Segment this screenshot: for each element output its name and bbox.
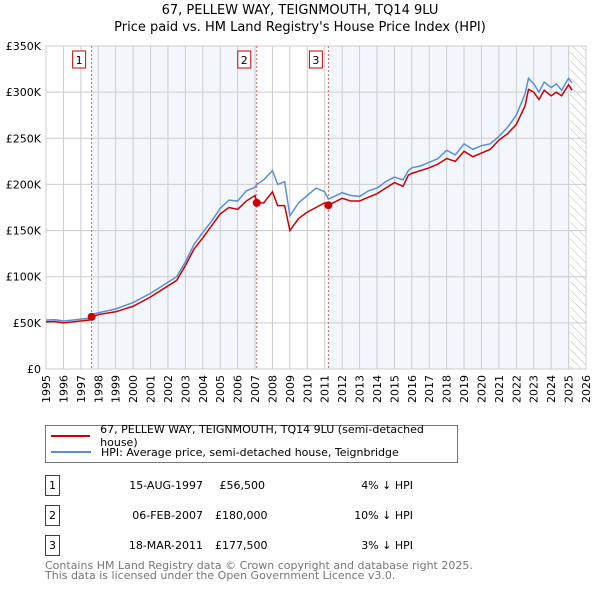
transaction-marker: 2 [45,505,60,526]
footer-note: Contains HM Land Registry data © Crown c… [45,559,473,582]
sale-marker-label: 2 [241,54,248,67]
x-tick-label: 2000 [127,375,140,403]
transaction-marker: 3 [45,535,60,556]
sale-marker-box [237,50,252,69]
sale-marker-box [72,50,87,69]
x-tick-label: 2001 [145,375,158,403]
transaction-hpi: 10% ↓ HPI [354,509,413,522]
x-tick-label: 2012 [336,375,349,403]
x-tick-label: 1996 [57,375,70,403]
transaction-marker: 1 [45,475,60,496]
plot-area: 1995 1996 1997 1998 1999 2000 2001 2002 2003 2004… [6,40,593,403]
legend-label: HPI: Average price, semi-detached house,… [101,445,399,459]
x-tick-label: 1998 [92,375,105,403]
x-tick-label: 2022 [510,375,523,403]
x-tick-label: 2015 [388,375,401,403]
x-tick-label: 2017 [423,375,436,403]
y-tick-label: £50K [13,317,42,330]
transaction-price: £180,000 [215,509,268,522]
legend-item-hpi: HPI: Average price, semi-detached house,… [51,444,399,460]
x-tick-label: 2014 [371,375,384,403]
y-tick-label: £250K [6,132,42,145]
x-tick-label: 1999 [110,375,123,403]
x-tick-label: 2024 [545,375,558,403]
subtitle-line: Price paid vs. HM Land Registry's House … [114,20,486,35]
x-tick-label: 2005 [214,375,227,403]
x-tick-label: 2021 [493,375,506,403]
x-tick-label: 2002 [162,375,175,403]
x-tick-label: 2013 [354,375,367,403]
transaction-date: 18-MAR-2011 [128,539,203,552]
y-tick-label: £0 [27,363,41,376]
sale-marker-label: 3 [312,54,319,67]
chart-title: 67, PELLEW WAY, TEIGNMOUTH, TQ14 9LU Pri… [0,2,600,36]
y-tick-label: £300K [6,86,42,99]
x-tick-label: 2020 [475,375,488,403]
sale-point [324,201,333,210]
x-tick-label: 2019 [458,375,471,403]
legend-swatch-red [51,435,91,437]
sale-marker-box [308,50,323,69]
x-tick-label: 2010 [301,375,314,403]
x-tick-label: 2006 [232,375,245,403]
x-tick-label: 2003 [179,375,192,403]
legend: 67, PELLEW WAY, TEIGNMOUTH, TQ14 9LU (se… [45,423,458,463]
x-tick-label: 2004 [197,375,210,403]
future-hatch [570,46,586,369]
x-tick-label: 2007 [249,375,262,403]
legend-swatch-blue [51,451,91,453]
x-tick-label: 2023 [528,375,541,403]
footer-line: Contains HM Land Registry data © Crown c… [45,559,473,572]
transaction-price: £56,500 [219,479,266,492]
x-tick-label: 2025 [563,375,576,403]
x-tick-label: 1997 [75,375,88,403]
y-tick-label: £150K [6,225,42,238]
x-tick-label: 1995 [40,375,53,403]
sale-point [87,312,96,321]
x-tick-label: 2016 [406,375,419,403]
x-tick-label: 2026 [580,375,593,403]
x-tick-label: 2009 [284,375,297,403]
sale-marker-label: 1 [76,54,83,67]
legend-label: 67, PELLEW WAY, TEIGNMOUTH, TQ14 9LU (se… [100,423,424,449]
x-tick-label: 2018 [441,375,454,403]
shaded-period [328,46,571,369]
legend-item-property: 67, PELLEW WAY, TEIGNMOUTH, TQ14 9LU (se… [51,423,457,449]
title-line: 67, PELLEW WAY, TEIGNMOUTH, TQ14 9LU [161,3,439,18]
plot-frame [45,45,587,370]
y-tick-label: £200K [6,178,42,191]
transaction-price: £177,500 [215,539,268,552]
sale-point [252,198,261,207]
x-tick-label: 2008 [266,375,279,403]
footer-line: This data is licensed under the Open Gov… [45,569,396,582]
y-tick-label: £350K [6,40,42,53]
transaction-date: 15-AUG-1997 [129,479,203,492]
transaction-hpi: 3% ↓ HPI [361,539,413,552]
x-tick-label: 2011 [319,375,332,403]
series-line [45,76,573,322]
transaction-date: 06-FEB-2007 [132,509,203,522]
transaction-hpi: 4% ↓ HPI [361,479,413,492]
y-tick-label: £100K [6,271,42,284]
